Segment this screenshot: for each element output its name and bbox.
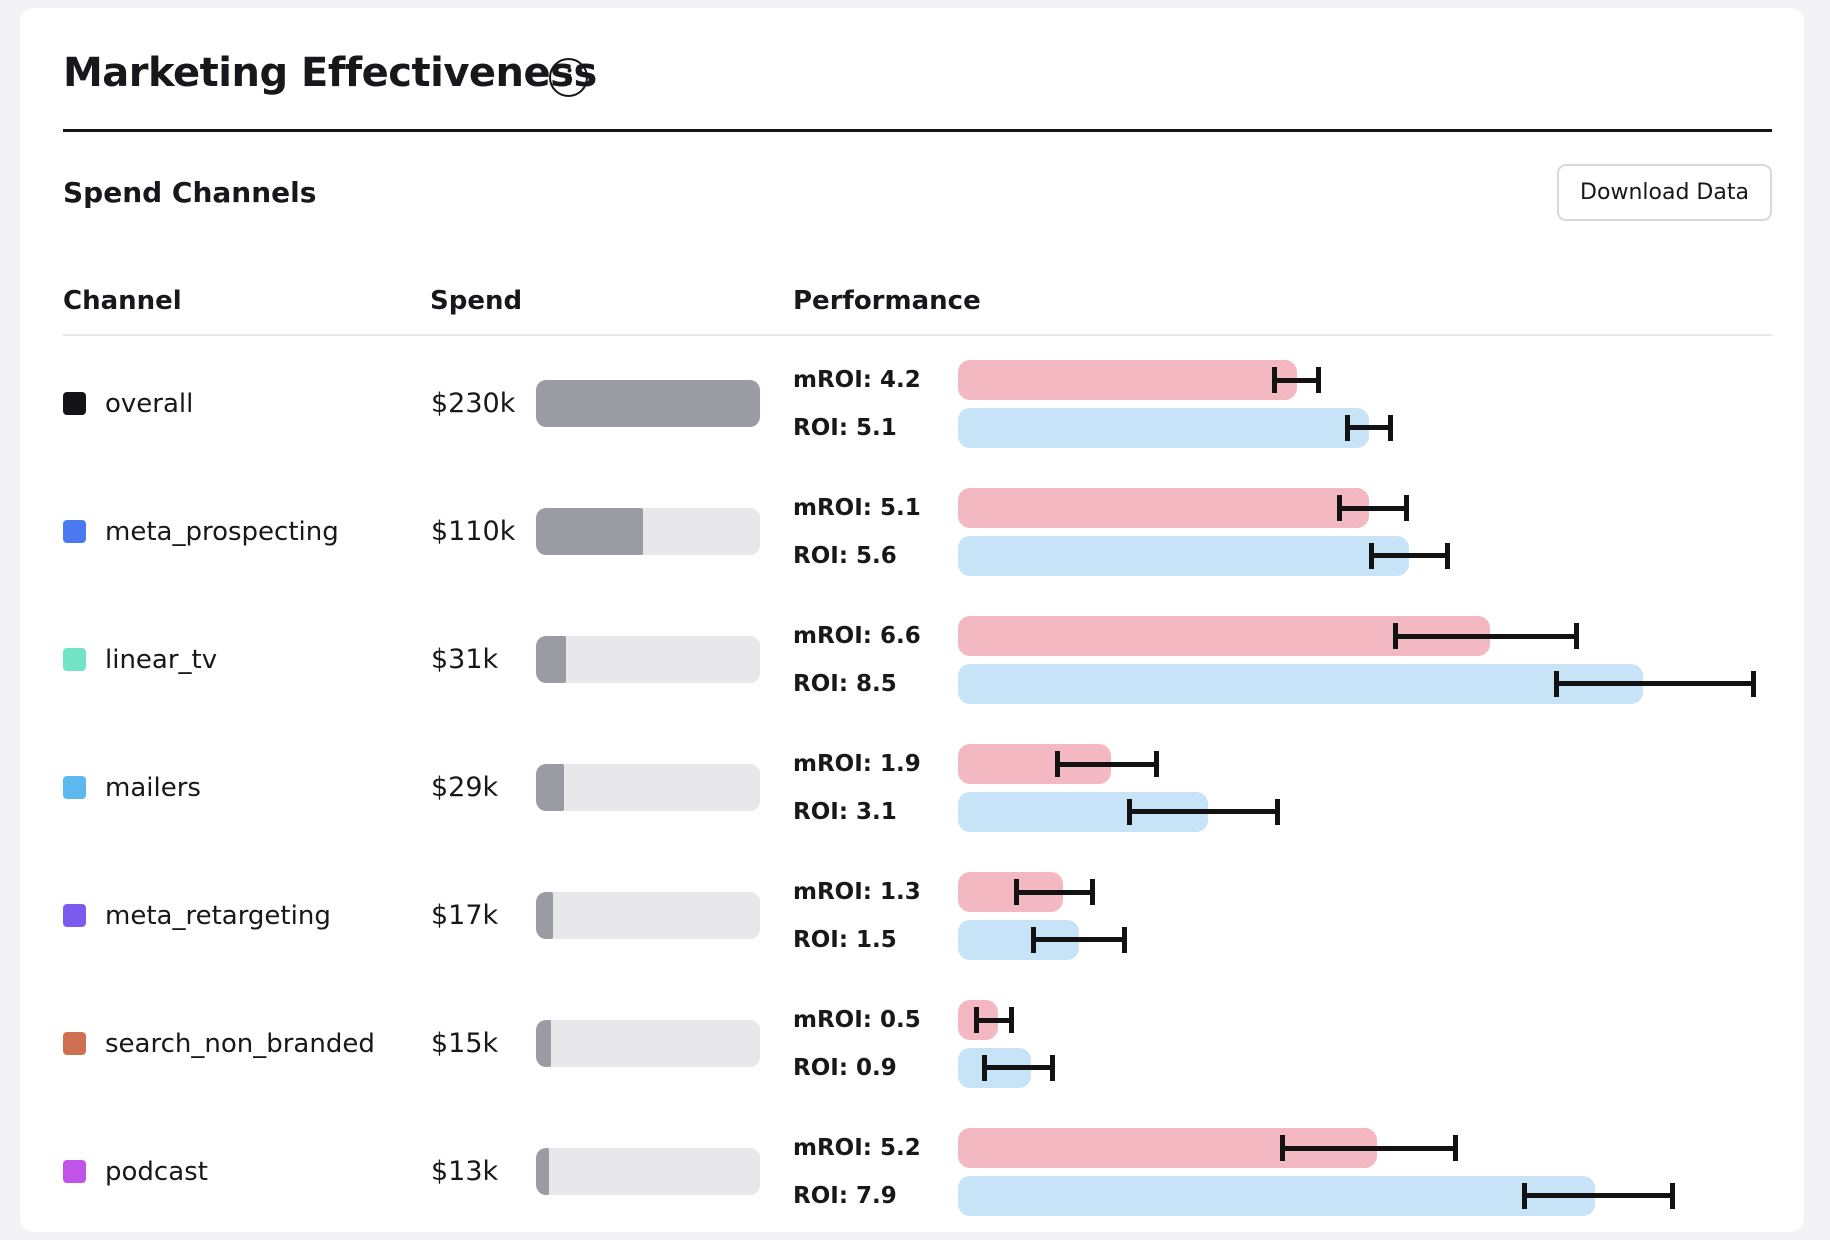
mroi-label: mROI: 1.3 [793,879,921,905]
spend-bar [536,892,760,939]
header-divider [63,334,1772,336]
mroi-error-bar [1336,495,1410,521]
spend-value: $31k [431,644,499,675]
roi-error-bar [1369,542,1450,569]
mroi-label: mROI: 6.6 [793,623,921,649]
spend-value: $110k [431,516,516,547]
roi-label: ROI: 3.1 [793,798,897,825]
roi-label: ROI: 5.1 [793,414,897,441]
channel-swatch-icon [63,904,86,927]
mroi-bar [958,360,1297,400]
mroi-label: mROI: 4.2 [793,367,921,393]
mroi-label: mROI: 0.5 [793,1007,921,1033]
roi-bar [958,408,1370,448]
card [20,8,1804,1232]
spend-bar [536,1020,760,1067]
roi-bar [958,1176,1595,1216]
mroi-label: mROI: 5.2 [793,1135,921,1161]
channel-label: meta_prospecting [105,516,339,547]
channel-swatch-icon [63,392,86,415]
column-header-performance: Performance [793,286,981,316]
spend-bar-fill [536,1148,549,1195]
spend-value: $13k [431,1156,499,1187]
roi-label: ROI: 8.5 [793,670,897,697]
channel-swatch-icon [63,1032,86,1055]
channel-label: search_non_branded [105,1028,375,1059]
info-icon[interactable]: i [549,58,588,97]
spend-bar-fill [536,892,553,939]
channel-swatch-icon [63,520,86,543]
column-header-spend: Spend [430,286,523,316]
roi-label: ROI: 1.5 [793,926,897,953]
mroi-error-bar [1393,623,1579,649]
roi-error-bar [1030,926,1128,953]
mroi-error-bar [1272,367,1321,393]
spend-bar-fill [536,1020,551,1067]
download-data-button[interactable]: Download Data [1557,164,1772,221]
column-header-channel: Channel [63,286,182,316]
spend-bar-fill [536,508,643,555]
roi-bar [958,536,1410,576]
channel-label: meta_retargeting [105,900,331,931]
mroi-error-bar [1054,751,1160,777]
spend-bar [536,1148,760,1195]
channel-swatch-icon [63,648,86,671]
channel-label: overall [105,388,194,419]
roi-error-bar [1344,414,1394,441]
channel-label: podcast [105,1156,208,1187]
mroi-error-bar [1014,879,1095,905]
roi-label: ROI: 7.9 [793,1182,897,1209]
channel-swatch-icon [63,1160,86,1183]
roi-bar [958,664,1644,704]
roi-error-bar [1554,670,1756,697]
mroi-label: mROI: 1.9 [793,751,921,777]
spend-bar [536,508,760,555]
roi-label: ROI: 5.6 [793,542,897,569]
title-divider [63,129,1772,132]
mroi-error-bar [1280,1135,1458,1161]
spend-value: $230k [431,388,516,419]
spend-value: $15k [431,1028,499,1059]
spend-bar [536,764,760,811]
section-heading: Spend Channels [63,176,317,209]
roi-error-bar [982,1054,1055,1081]
spend-bar-fill [536,764,564,811]
page-title: Marketing Effectiveness [63,50,597,96]
mroi-label: mROI: 5.1 [793,495,921,521]
spend-value: $17k [431,900,499,931]
roi-error-bar [1127,798,1281,825]
channel-swatch-icon [63,776,86,799]
spend-value: $29k [431,772,499,803]
mroi-bar [958,488,1370,528]
spend-bar-fill [536,380,760,427]
roi-label: ROI: 0.9 [793,1054,897,1081]
channel-label: mailers [105,772,201,803]
spend-bar [536,636,760,683]
roi-error-bar [1522,1182,1676,1209]
channel-label: linear_tv [105,644,218,675]
spend-bar-fill [536,636,566,683]
mroi-error-bar [974,1007,1015,1033]
spend-bar [536,380,760,427]
